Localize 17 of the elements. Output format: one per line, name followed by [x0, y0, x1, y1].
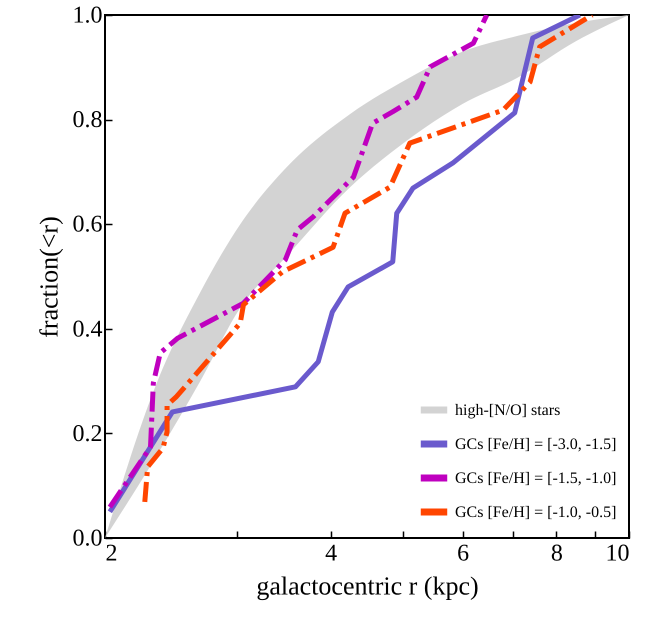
x-tick-label: 4: [325, 540, 338, 566]
x-tick-label: 6: [457, 540, 470, 566]
legend-label: GCs [Fe/H] = [-1.5, -1.0]: [455, 470, 616, 487]
y-tick-label: 0.0: [72, 526, 102, 552]
x-axis-title: galactocentric r (kpc): [256, 572, 479, 600]
y-tick-label: 0.4: [72, 316, 102, 342]
y-tick-label: 1.0: [72, 2, 102, 28]
y-tick-label: 0.6: [72, 212, 102, 238]
x-tick-label: 10: [606, 540, 630, 566]
x-tick-label: 8: [550, 540, 563, 566]
y-tick-label: 0.2: [72, 420, 102, 447]
legend-label: high-[N/O] stars: [455, 402, 560, 419]
x-tick-label: 2: [106, 540, 118, 566]
y-tick-label: 0.8: [72, 107, 102, 134]
legend-label: GCs [Fe/H] = [-3.0, -1.5]: [455, 436, 616, 453]
legend-label: GCs [Fe/H] = [-1.0, -0.5]: [455, 504, 616, 521]
y-axis-title: fraction(<r): [34, 216, 64, 338]
